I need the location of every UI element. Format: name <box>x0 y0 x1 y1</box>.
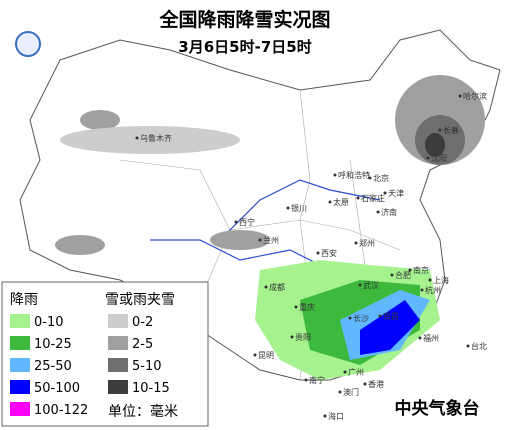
city-label: 太原 <box>333 197 349 207</box>
city-label: 台北 <box>471 341 487 351</box>
city-dot <box>428 278 432 282</box>
city-dot <box>354 241 358 245</box>
city-dot <box>290 335 294 339</box>
city-label: 武汉 <box>363 280 379 290</box>
city-dot <box>323 414 327 418</box>
legend-label: 100-122 <box>34 403 88 418</box>
city-dot <box>316 251 320 255</box>
city-dot <box>343 370 347 374</box>
city-label: 乌鲁木齐 <box>140 133 172 143</box>
city-label: 长春 <box>443 125 459 135</box>
city-label: 济南 <box>381 207 397 217</box>
city-label: 南京 <box>413 265 429 275</box>
city-dot <box>135 136 139 140</box>
city-dot <box>418 336 422 340</box>
city-dot <box>286 206 290 210</box>
city-dot <box>376 210 380 214</box>
city-dot <box>458 94 462 98</box>
legend-swatch <box>10 314 30 328</box>
city-label: 福州 <box>423 334 439 343</box>
city-label: 杭州 <box>425 285 441 295</box>
city-label: 西宁 <box>239 217 255 227</box>
city-dot <box>234 220 238 224</box>
city-dot <box>466 344 470 348</box>
city-label: 石家庄 <box>361 193 385 203</box>
legend-snow-title: 雪或雨夹雪 <box>105 292 175 308</box>
city-dot <box>356 196 360 200</box>
legend-swatch <box>10 380 30 394</box>
title: 全国降雨降雪实况图 <box>158 8 330 31</box>
city-label: 海口 <box>328 411 344 421</box>
logo <box>15 31 41 57</box>
city-label: 香港 <box>368 379 384 389</box>
city-dot <box>363 382 367 386</box>
legend-swatch <box>10 402 30 416</box>
city-dot <box>358 283 362 287</box>
city-label: 重庆 <box>299 302 315 312</box>
city-dot <box>383 191 387 195</box>
city-label: 上海 <box>433 275 449 285</box>
snow-areas <box>55 75 485 255</box>
legend-label: 5-10 <box>132 359 162 374</box>
city-dot <box>258 238 262 242</box>
city-dot <box>253 353 257 357</box>
city-dot <box>333 173 337 177</box>
legend-swatch <box>10 358 30 372</box>
city-label: 贵阳 <box>295 332 311 342</box>
city-dot <box>338 390 342 394</box>
legend: 降雨 雪或雨夹雪 单位：毫米 0-10 10-25 25-50 50-100 100-1… <box>1 281 209 427</box>
legend-swatch <box>108 336 128 350</box>
city-label: 广州 <box>348 367 364 377</box>
city-dot <box>438 128 442 132</box>
city-label: 西安 <box>321 248 337 258</box>
city-dot <box>328 200 332 204</box>
source: 中央气象台 <box>395 398 480 419</box>
city-dot <box>378 314 382 318</box>
city-dot <box>426 156 430 160</box>
legend-swatch <box>108 358 128 372</box>
city-dot <box>294 305 298 309</box>
city-dot <box>264 285 268 289</box>
city-label: 澳门 <box>343 387 359 397</box>
city-label: 兰州 <box>263 235 279 245</box>
city-dot <box>348 316 352 320</box>
city-label: 长沙 <box>353 313 369 323</box>
subtitle: 3月6日5时-7日5时 <box>178 38 311 56</box>
city-label: 南宁 <box>309 375 325 385</box>
legend-rain-title: 降雨 <box>10 292 38 308</box>
city-label: 天津 <box>388 188 404 198</box>
legend-swatch <box>108 314 128 328</box>
city-label: 沈阳 <box>431 153 447 163</box>
city-label: 银川 <box>291 203 307 213</box>
rain-areas <box>255 260 440 380</box>
city-dot <box>420 288 424 292</box>
legend-swatch <box>10 336 30 350</box>
city-label: 北京 <box>373 173 389 183</box>
city-label: 合肥 <box>395 270 411 280</box>
legend-box <box>1 281 209 427</box>
legend-label: 50-100 <box>34 381 80 396</box>
city-label: 呼和浩特 <box>338 170 370 180</box>
legend-label: 2-5 <box>132 337 153 352</box>
legend-label: 10-25 <box>34 337 72 352</box>
city-dot <box>368 176 372 180</box>
city-label: 哈尔滨 <box>463 91 487 101</box>
city-label: 南昌 <box>383 311 399 321</box>
legend-swatch <box>108 380 128 394</box>
city-label: 成都 <box>269 282 285 292</box>
city-dot <box>390 273 394 277</box>
city-dot <box>304 378 308 382</box>
legend-label: 10-15 <box>132 381 170 396</box>
legend-label: 0-10 <box>34 315 64 330</box>
legend-label: 0-2 <box>132 315 153 330</box>
legend-unit: 单位：毫米 <box>108 403 178 420</box>
city-label: 郑州 <box>359 238 375 248</box>
legend-label: 25-50 <box>34 359 72 374</box>
city-dot <box>408 268 412 272</box>
city-label: 昆明 <box>258 351 274 360</box>
